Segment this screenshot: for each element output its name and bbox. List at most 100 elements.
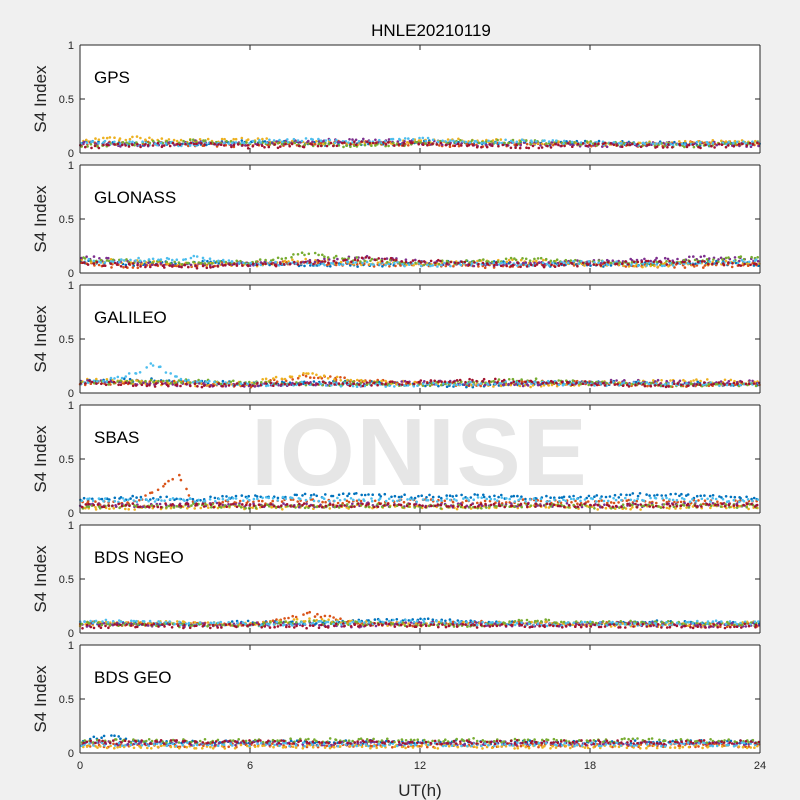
data-point xyxy=(190,504,193,507)
data-point xyxy=(407,381,410,385)
data-point xyxy=(119,265,123,268)
data-point xyxy=(624,496,627,500)
data-point xyxy=(83,261,86,264)
data-point xyxy=(193,382,197,386)
data-point xyxy=(363,259,366,263)
data-point xyxy=(139,265,142,268)
data-point xyxy=(343,376,346,380)
data-point xyxy=(521,261,525,265)
y-axis-label: S4 Index xyxy=(31,185,50,253)
data-point xyxy=(648,494,651,497)
data-point xyxy=(384,382,387,386)
data-point xyxy=(426,499,430,502)
data-point xyxy=(160,145,164,149)
data-point xyxy=(304,257,308,261)
data-point xyxy=(491,144,494,148)
data-point xyxy=(100,497,104,501)
data-point xyxy=(569,259,573,262)
data-point xyxy=(431,142,434,146)
data-point xyxy=(96,503,100,506)
data-point xyxy=(232,137,235,141)
data-point xyxy=(424,142,427,145)
data-point xyxy=(397,495,401,499)
data-point xyxy=(382,141,385,144)
data-point xyxy=(335,375,339,379)
data-point xyxy=(134,372,138,375)
data-point xyxy=(729,495,733,499)
data-point xyxy=(429,259,433,263)
data-point xyxy=(276,496,280,500)
data-point xyxy=(666,145,669,149)
data-point xyxy=(115,263,119,266)
data-point xyxy=(485,506,488,509)
data-point xyxy=(428,493,431,497)
data-point xyxy=(351,138,354,141)
data-point xyxy=(217,259,220,263)
data-point xyxy=(400,495,403,499)
data-point xyxy=(132,499,136,502)
data-point xyxy=(686,493,690,496)
data-point xyxy=(408,263,411,267)
data-point xyxy=(727,500,731,503)
data-point xyxy=(102,136,105,140)
data-point xyxy=(457,137,460,141)
data-point xyxy=(678,143,682,147)
data-point xyxy=(728,382,732,386)
data-point xyxy=(367,493,370,496)
data-point xyxy=(91,140,94,143)
data-point xyxy=(395,618,399,621)
data-point xyxy=(664,494,668,497)
data-point xyxy=(743,262,746,266)
data-point xyxy=(659,261,663,264)
data-point xyxy=(290,142,294,146)
data-point xyxy=(636,142,639,146)
data-point xyxy=(571,145,574,148)
data-point xyxy=(341,382,345,385)
data-point xyxy=(119,383,123,387)
data-point xyxy=(613,493,617,497)
data-point xyxy=(597,499,601,503)
data-point xyxy=(169,372,172,375)
data-point xyxy=(412,384,416,388)
data-point xyxy=(563,382,566,386)
data-point xyxy=(123,499,126,503)
data-point xyxy=(378,263,381,266)
data-point xyxy=(139,259,142,263)
data-point xyxy=(243,382,247,385)
data-point xyxy=(467,143,471,147)
data-point xyxy=(449,139,452,142)
data-point xyxy=(148,383,151,387)
data-point xyxy=(274,382,278,385)
data-point xyxy=(737,142,741,146)
data-point xyxy=(180,381,183,385)
data-point xyxy=(311,138,315,141)
data-point xyxy=(616,382,619,386)
data-point xyxy=(151,257,155,261)
data-point xyxy=(335,144,339,148)
data-point xyxy=(108,507,111,511)
data-point xyxy=(558,499,561,503)
data-point xyxy=(261,496,264,500)
data-point xyxy=(444,143,448,147)
data-point xyxy=(521,257,524,260)
data-point xyxy=(703,494,706,497)
data-point xyxy=(431,498,435,502)
data-point xyxy=(159,141,163,145)
data-point xyxy=(235,259,238,263)
data-point xyxy=(405,504,409,508)
data-point xyxy=(302,372,305,375)
data-point xyxy=(113,496,117,500)
data-point xyxy=(714,503,717,507)
data-point xyxy=(188,144,192,147)
data-point xyxy=(503,261,507,265)
data-point xyxy=(329,141,333,145)
data-point xyxy=(476,493,479,497)
data-point xyxy=(655,145,659,148)
data-point xyxy=(403,264,406,268)
data-point xyxy=(510,502,513,505)
y-tick-label: 0.5 xyxy=(59,454,74,466)
data-point xyxy=(413,506,417,509)
data-point xyxy=(672,379,676,383)
data-point xyxy=(168,264,172,267)
data-point xyxy=(683,143,687,146)
